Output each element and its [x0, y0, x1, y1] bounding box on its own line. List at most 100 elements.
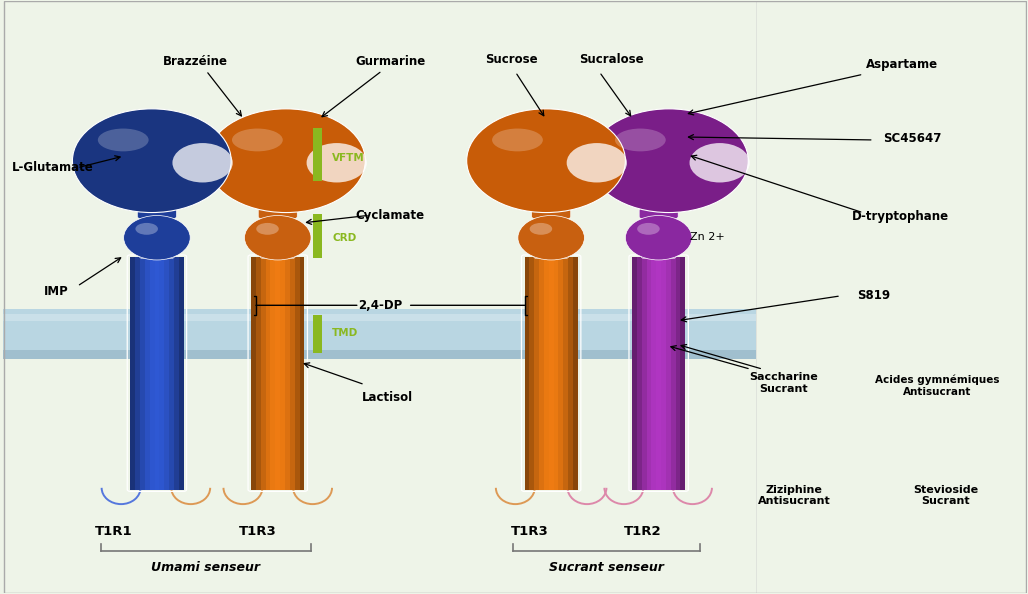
Ellipse shape: [625, 216, 692, 260]
Text: D-tryptophane: D-tryptophane: [852, 210, 949, 223]
Bar: [285, 257, 290, 489]
FancyBboxPatch shape: [260, 254, 295, 258]
Bar: [3, 350, 756, 359]
Bar: [169, 257, 174, 489]
Text: Aspartame: Aspartame: [867, 58, 939, 71]
Ellipse shape: [232, 128, 283, 151]
Ellipse shape: [467, 109, 625, 213]
Ellipse shape: [98, 128, 149, 151]
Bar: [553, 257, 558, 489]
Bar: [529, 257, 535, 489]
Text: T1R1: T1R1: [96, 525, 133, 538]
FancyBboxPatch shape: [531, 208, 571, 219]
Ellipse shape: [173, 143, 232, 182]
Ellipse shape: [207, 109, 365, 213]
Text: L-Glutamate: L-Glutamate: [11, 162, 94, 174]
Bar: [549, 257, 553, 489]
Bar: [290, 257, 295, 489]
FancyBboxPatch shape: [641, 254, 676, 258]
Bar: [135, 257, 140, 489]
Text: Sucralose: Sucralose: [579, 53, 644, 67]
Text: Ziziphine
Antisucrant: Ziziphine Antisucrant: [758, 485, 831, 506]
Text: Umami senseur: Umami senseur: [151, 561, 260, 574]
Bar: [179, 257, 184, 489]
Text: Sucrose: Sucrose: [485, 53, 538, 67]
Bar: [544, 257, 549, 489]
Bar: [261, 257, 265, 489]
Bar: [641, 257, 647, 489]
Bar: [154, 257, 159, 489]
Text: Lactisol: Lactisol: [362, 391, 413, 405]
Ellipse shape: [589, 109, 748, 213]
Ellipse shape: [123, 216, 190, 260]
Ellipse shape: [566, 143, 627, 182]
FancyBboxPatch shape: [140, 254, 175, 258]
Bar: [174, 257, 179, 489]
Bar: [256, 257, 261, 489]
Ellipse shape: [256, 223, 279, 235]
Ellipse shape: [492, 128, 543, 151]
Bar: [666, 257, 671, 489]
Ellipse shape: [245, 216, 311, 260]
Text: Zn 2+: Zn 2+: [691, 232, 725, 242]
Bar: [637, 257, 641, 489]
Bar: [314, 214, 323, 258]
Bar: [558, 257, 563, 489]
Text: IMP: IMP: [44, 285, 69, 298]
Text: Saccharine
Sucrant: Saccharine Sucrant: [749, 372, 818, 394]
Bar: [150, 257, 154, 489]
Text: T1R3: T1R3: [511, 525, 549, 538]
Bar: [314, 315, 323, 353]
Bar: [3, 309, 756, 359]
Bar: [281, 257, 285, 489]
Text: S819: S819: [857, 289, 890, 302]
Text: CRD: CRD: [332, 233, 357, 243]
Bar: [681, 257, 686, 489]
Bar: [3, 314, 756, 321]
FancyBboxPatch shape: [534, 254, 568, 258]
Bar: [652, 257, 656, 489]
Bar: [140, 257, 145, 489]
Text: VFTM: VFTM: [332, 153, 365, 163]
Bar: [251, 257, 256, 489]
Text: 2,4-DP: 2,4-DP: [358, 299, 402, 312]
Ellipse shape: [690, 143, 749, 182]
Bar: [661, 257, 666, 489]
Text: Sucrant senseur: Sucrant senseur: [549, 561, 664, 574]
Ellipse shape: [518, 216, 585, 260]
FancyBboxPatch shape: [258, 208, 297, 219]
Bar: [671, 257, 675, 489]
Bar: [535, 257, 539, 489]
Bar: [756, 1, 1027, 593]
Text: SC45647: SC45647: [883, 132, 942, 145]
Text: Cyclamate: Cyclamate: [356, 208, 425, 222]
Text: Stevioside
Sucrant: Stevioside Sucrant: [913, 485, 978, 506]
Bar: [131, 257, 135, 489]
Bar: [568, 257, 573, 489]
Text: T1R2: T1R2: [623, 525, 661, 538]
Bar: [632, 257, 637, 489]
Ellipse shape: [615, 128, 666, 151]
Bar: [265, 257, 270, 489]
Text: T1R3: T1R3: [238, 525, 277, 538]
Bar: [270, 257, 276, 489]
Bar: [647, 257, 652, 489]
Text: Brazzéine: Brazzéine: [163, 55, 228, 68]
Bar: [675, 257, 681, 489]
Ellipse shape: [637, 223, 660, 235]
Bar: [314, 128, 323, 181]
Ellipse shape: [136, 223, 158, 235]
Bar: [159, 257, 164, 489]
Bar: [563, 257, 568, 489]
Text: TMD: TMD: [332, 327, 359, 337]
Bar: [295, 257, 299, 489]
Bar: [524, 257, 529, 489]
Bar: [276, 257, 281, 489]
Ellipse shape: [72, 109, 231, 213]
Bar: [573, 257, 578, 489]
Bar: [299, 257, 304, 489]
Bar: [539, 257, 544, 489]
Bar: [656, 257, 661, 489]
Text: Gurmarine: Gurmarine: [356, 55, 426, 68]
Text: Acides gymnémiques
Antisucrant: Acides gymnémiques Antisucrant: [875, 375, 999, 397]
